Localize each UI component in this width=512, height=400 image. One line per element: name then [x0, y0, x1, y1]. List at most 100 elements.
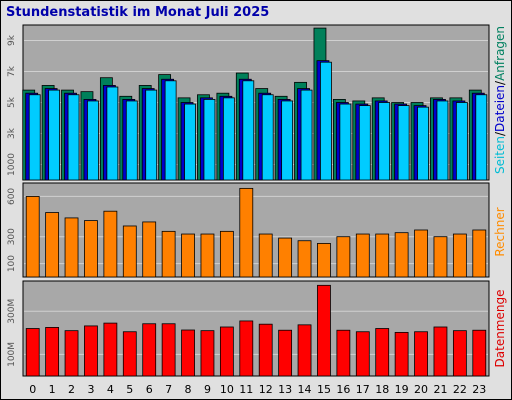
bar-rechner — [161, 230, 176, 278]
y-tick-label: 300 — [7, 228, 17, 245]
bar-rechner — [297, 240, 312, 278]
bar-datenmenge — [472, 329, 487, 377]
x-tick-label: 1 — [49, 383, 56, 396]
bar-datenmenge — [64, 330, 79, 377]
bar-datenmenge — [84, 325, 98, 377]
bar-rechner — [472, 229, 487, 278]
x-tick-label: 6 — [146, 383, 153, 396]
bar-seiten — [145, 89, 158, 181]
y-tick-label: 3k — [7, 127, 17, 139]
bar-datenmenge — [200, 330, 215, 377]
x-tick-label: 7 — [165, 383, 172, 396]
bar-seiten — [106, 86, 119, 181]
bar-rechner — [84, 220, 98, 278]
plot-area-2 — [22, 280, 490, 377]
bar-datenmenge — [336, 329, 351, 377]
x-tick-label: 17 — [356, 383, 370, 396]
bar-datenmenge — [278, 329, 293, 377]
bar-seiten — [184, 103, 196, 181]
x-tick-label: 19 — [395, 383, 409, 396]
bar-rechner — [278, 237, 293, 278]
bar-rechner — [181, 233, 195, 278]
bar-seiten — [358, 105, 371, 181]
bar-seiten — [397, 105, 410, 181]
bar-datenmenge — [122, 331, 137, 377]
x-tick-label: 0 — [29, 383, 36, 396]
bar-datenmenge — [181, 329, 195, 377]
bar-seiten — [436, 100, 449, 181]
x-tick-label: 20 — [414, 383, 428, 396]
bar-seiten — [87, 100, 99, 181]
bar-seiten — [261, 94, 274, 181]
bar-seiten — [242, 80, 255, 181]
y-tick-label: 1000 — [7, 153, 17, 176]
bar-seiten — [378, 102, 391, 181]
y-tick-label: 600 — [7, 188, 17, 205]
bar-rechner — [103, 210, 118, 278]
x-tick-label: 9 — [204, 383, 211, 396]
bar-seiten — [48, 89, 61, 181]
x-tick-label: 2 — [68, 383, 75, 396]
bar-datenmenge — [297, 324, 312, 377]
bar-rechner — [394, 232, 409, 278]
bar-rechner — [219, 230, 234, 278]
bar-rechner — [355, 233, 370, 278]
bar-rechner — [45, 212, 60, 278]
bar-rechner — [452, 233, 467, 278]
bar-rechner — [142, 221, 157, 278]
x-tick-label: 16 — [336, 383, 350, 396]
bar-rechner — [25, 196, 40, 278]
bar-datenmenge — [452, 330, 467, 377]
bar-seiten — [339, 103, 352, 181]
bar-rechner — [317, 243, 331, 278]
x-tick-label: 8 — [185, 383, 192, 396]
bar-datenmenge — [103, 322, 118, 377]
bar-rechner — [200, 233, 215, 278]
x-tick-label: 11 — [239, 383, 253, 396]
bar-datenmenge — [414, 331, 428, 377]
x-tick-label: 22 — [453, 383, 467, 396]
x-tick-label: 10 — [220, 383, 234, 396]
bar-datenmenge — [161, 323, 176, 377]
bar-seiten — [320, 61, 332, 181]
x-tick-label: 14 — [298, 383, 312, 396]
x-tick-label: 12 — [259, 383, 273, 396]
bar-seiten — [67, 94, 80, 181]
bar-seiten — [455, 102, 468, 181]
bar-datenmenge — [317, 284, 331, 377]
bar-seiten — [203, 99, 216, 181]
y-tick-label: 100M — [7, 342, 17, 367]
x-tick-label: 13 — [278, 383, 292, 396]
bar-rechner — [336, 236, 351, 278]
x-tick-label: 5 — [126, 383, 133, 396]
bar-datenmenge — [433, 326, 448, 377]
bar-seiten — [125, 100, 138, 181]
bar-seiten — [222, 97, 235, 181]
y-tick-label: 5k — [7, 96, 17, 108]
x-tick-label: 23 — [472, 383, 486, 396]
bar-seiten — [417, 106, 429, 181]
bar-datenmenge — [258, 323, 273, 377]
bar-datenmenge — [239, 320, 254, 377]
bar-seiten — [28, 94, 41, 181]
bar-rechner — [64, 217, 79, 278]
y-tick-label: 300M — [7, 299, 17, 324]
x-tick-label: 3 — [87, 383, 94, 396]
bar-datenmenge — [45, 327, 60, 377]
bar-seiten — [164, 80, 177, 181]
bar-datenmenge — [219, 326, 234, 377]
y-tick-label: 100 — [7, 255, 17, 272]
bar-datenmenge — [394, 331, 409, 377]
bar-datenmenge — [375, 328, 390, 377]
bar-rechner — [414, 229, 428, 278]
bar-rechner — [258, 233, 273, 278]
bar-datenmenge — [142, 323, 157, 377]
y-tick-label: 9k — [7, 34, 17, 46]
bar-datenmenge — [25, 328, 40, 377]
bar-rechner — [375, 233, 390, 278]
bar-datenmenge — [355, 331, 370, 377]
chart-title: Stundenstatistik im Monat Juli 2025 — [6, 5, 270, 20]
bar-rechner — [239, 187, 254, 278]
x-tick-label: 4 — [107, 383, 114, 396]
